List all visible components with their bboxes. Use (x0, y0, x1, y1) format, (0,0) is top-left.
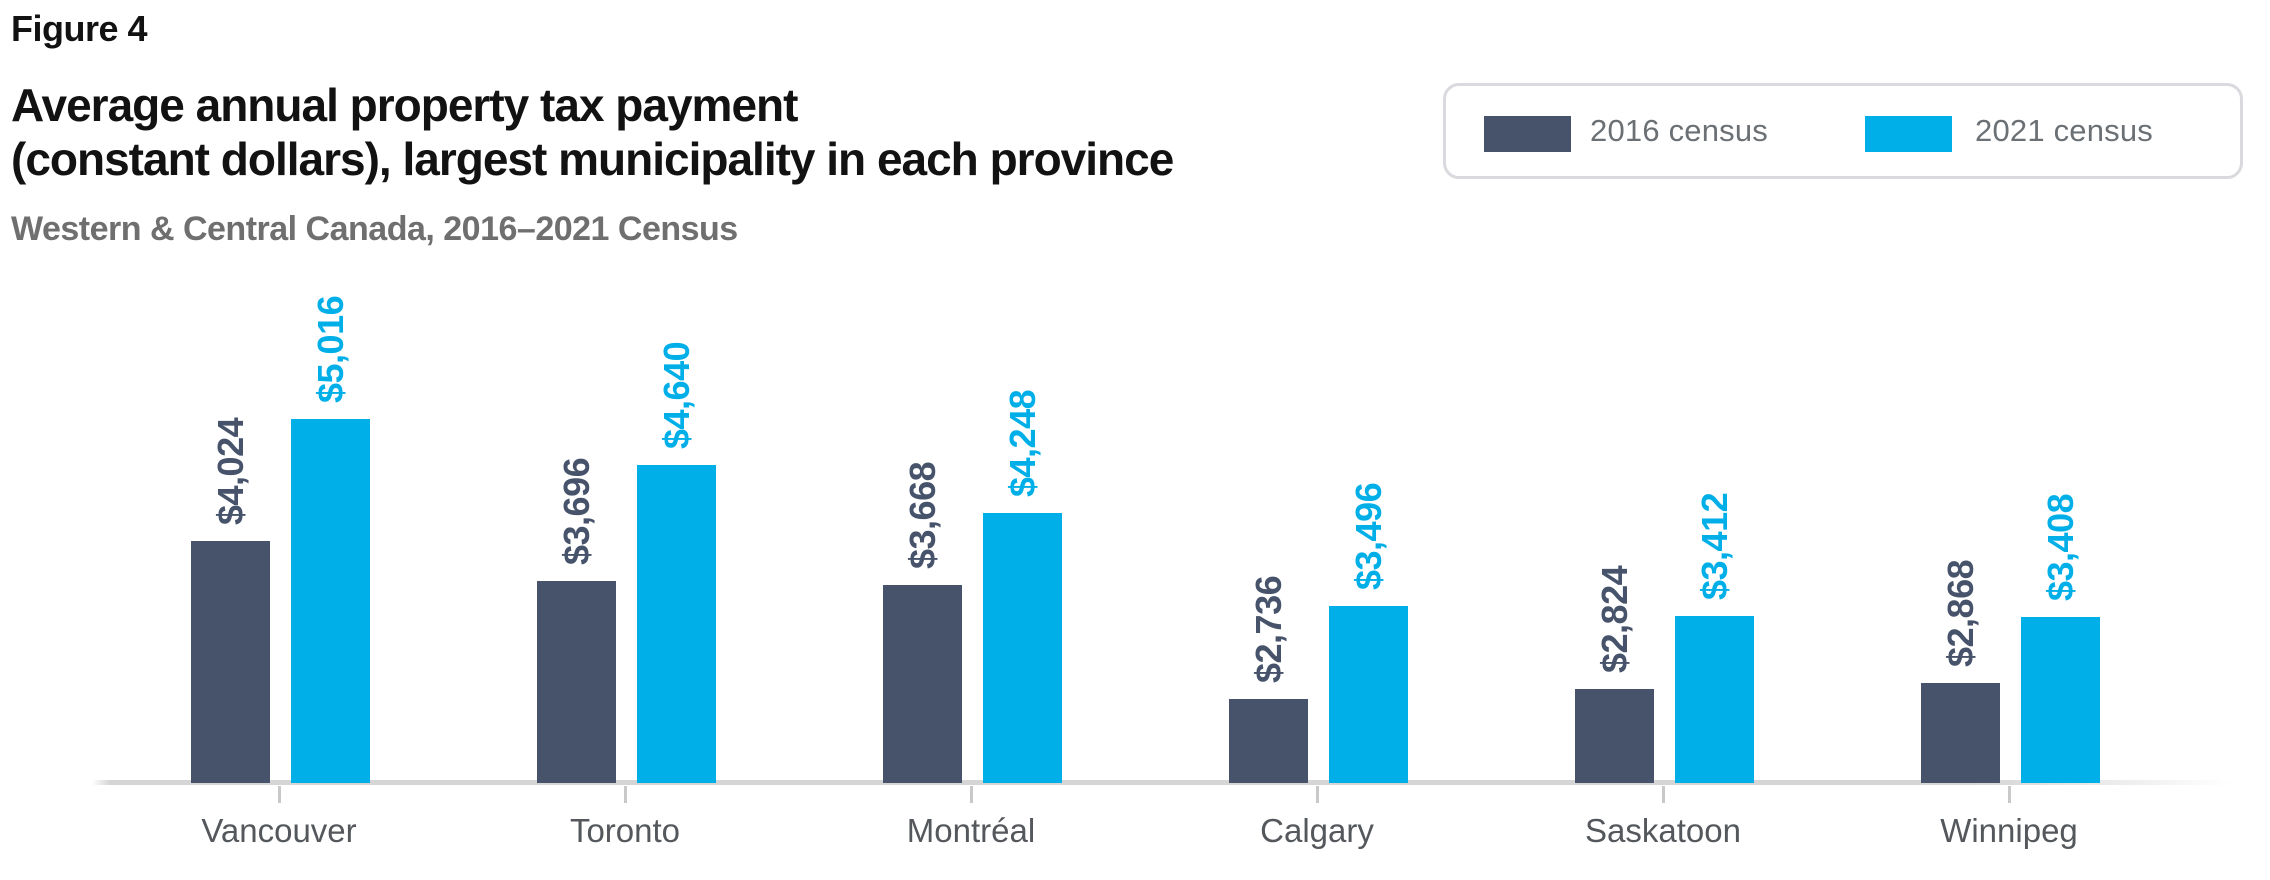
bar-2016-winnipeg (1921, 683, 2000, 783)
x-axis-label-calgary: Calgary (1260, 812, 1374, 849)
bar-2021-vancouver (291, 419, 370, 783)
x-axis-tick-vancouver (278, 786, 281, 803)
figure-label: Figure 4 (11, 8, 148, 49)
bar-2016-montreal (883, 585, 962, 783)
legend-swatch-2016 (1484, 116, 1571, 152)
value-label-2021-toronto: $4,640 (655, 341, 697, 449)
value-label-2016-montreal: $3,668 (901, 461, 943, 569)
value-label-2021-saskatoon: $3,412 (1693, 492, 1735, 600)
value-label-2016-winnipeg: $2,868 (1939, 559, 1981, 667)
value-label-2021-montreal: $4,248 (1001, 389, 1043, 497)
value-label-2021-winnipeg: $3,408 (2039, 493, 2081, 601)
x-axis-tick-montreal (970, 786, 973, 803)
x-axis-line (92, 780, 2232, 785)
x-axis-tick-winnipeg (2008, 786, 2011, 803)
bar-2021-toronto (637, 465, 716, 783)
bar-2021-winnipeg (2021, 617, 2100, 783)
legend-label-2021: 2021 census (1975, 113, 2153, 148)
bar-2021-montreal (983, 513, 1062, 783)
value-label-2021-vancouver: $5,016 (309, 295, 351, 403)
legend-label-2016: 2016 census (1590, 113, 1768, 148)
x-axis-label-montreal: Montréal (906, 812, 1036, 849)
bar-2016-vancouver (191, 541, 270, 783)
bar-2021-calgary (1329, 606, 1408, 783)
value-label-2016-toronto: $3,696 (555, 457, 597, 565)
value-label-2016-vancouver: $4,024 (209, 417, 251, 525)
chart-title: Average annual property tax payment (con… (11, 79, 1174, 185)
value-label-2016-saskatoon: $2,824 (1593, 565, 1635, 673)
x-axis-tick-toronto (624, 786, 627, 803)
x-axis-label-winnipeg: Winnipeg (1940, 812, 2078, 849)
legend-swatch-2021 (1865, 116, 1952, 152)
bar-2016-toronto (537, 581, 616, 783)
legend: 2016 census 2021 census (1443, 83, 2243, 179)
chart-subtitle: Western & Central Canada, 2016–2021 Cens… (11, 210, 738, 248)
value-label-2021-calgary: $3,496 (1347, 482, 1389, 590)
value-label-2016-calgary: $2,736 (1247, 575, 1289, 683)
bar-2016-saskatoon (1575, 689, 1654, 783)
x-axis-tick-calgary (1316, 786, 1319, 803)
bar-2016-calgary (1229, 699, 1308, 783)
x-axis-label-vancouver: Vancouver (201, 812, 357, 849)
x-axis-label-saskatoon: Saskatoon (1585, 812, 1741, 849)
x-axis-tick-saskatoon (1662, 786, 1665, 803)
x-axis-label-toronto: Toronto (569, 812, 681, 849)
bar-2021-saskatoon (1675, 616, 1754, 783)
